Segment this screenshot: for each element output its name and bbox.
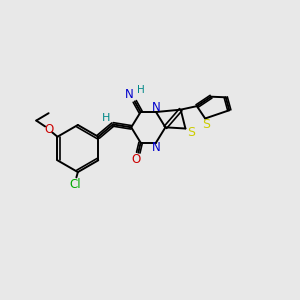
Text: S: S [187,125,195,139]
Text: N: N [152,141,160,154]
Text: H: H [137,85,145,94]
Text: Cl: Cl [69,178,81,191]
Text: S: S [202,118,210,131]
Text: O: O [131,153,140,166]
Text: O: O [44,123,53,136]
Text: N: N [152,100,160,113]
Text: N: N [125,88,134,101]
Text: H: H [102,113,111,124]
